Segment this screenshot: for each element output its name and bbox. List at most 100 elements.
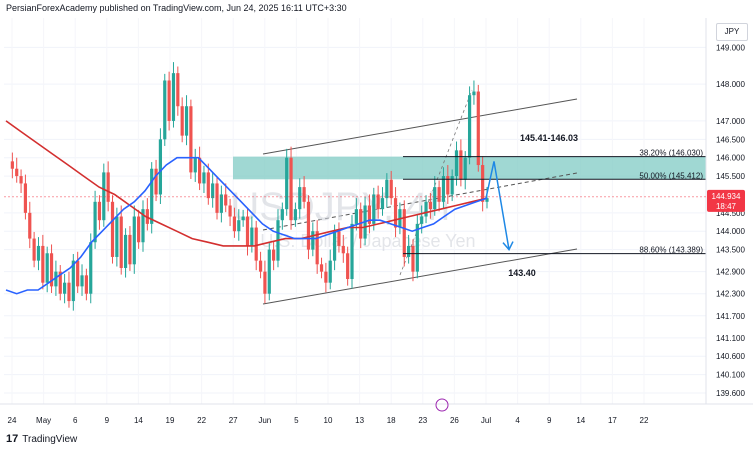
price-tick-label: 144.000 [716,227,745,236]
misc [435,398,449,412]
currency-label[interactable]: JPY [716,23,748,41]
candle-body [189,106,193,173]
candle-body [402,209,406,257]
projection-arrowhead [502,241,514,251]
current-price-badge-bg [707,189,745,212]
channel-lower [262,248,578,305]
fib-level-label: 50.00% (145.412) [639,171,703,180]
candle-body [263,271,267,294]
price-tick-label: 142.900 [716,268,745,277]
candle-body [102,172,106,221]
candle-body [110,201,115,257]
candle-body [367,205,372,224]
time-tick-label: 9 [105,416,110,425]
candle-body [454,150,459,177]
candle-body [154,168,158,195]
candle-body [10,161,14,169]
target-zone [233,156,706,180]
candle-body [28,212,32,239]
candle-body [446,176,450,195]
tradingview-brand[interactable]: 17 TradingView [6,433,77,445]
price-tick-label: 143.500 [716,246,745,255]
time-axis: 24 May 6 9 14 19 22 27 Jun 5 10 13 18 23 26 Jul 4 9 14 17 22 [0,403,753,425]
candle-body [215,183,219,213]
channel-upper [262,98,578,155]
fib-level-label: 88.60% (143.389) [639,246,703,255]
candle-body [311,231,315,250]
candle-body [424,201,428,217]
candle-body [350,223,354,280]
candle-body [319,264,324,272]
candle-body [97,201,102,221]
candle-body [150,168,154,224]
time-tick-label: 5 [294,416,299,425]
candle-body [167,80,171,121]
price-tick-label: 146.500 [716,135,745,144]
price-tick-label: 145.500 [716,172,745,181]
events-icon [435,398,449,412]
candle-body [123,234,128,268]
candle-body [280,209,284,221]
candle-body [380,198,385,210]
candle-body [354,209,358,224]
candle-body [298,187,302,210]
candle-body [324,271,328,283]
candle-body [119,216,123,268]
time-tick-label: 6 [73,416,78,425]
time-tick-label: 27 [229,416,238,425]
candle-body [36,245,41,261]
current-price-countdown: 18:47 [716,202,737,211]
annotation-zone-range: 145.41-146.03 [520,133,578,143]
current-price-value: 144.934 [712,192,741,201]
time-tick-label: 19 [166,416,175,425]
candle-body [171,73,176,121]
candle-body [328,260,332,283]
symbol-description-watermark: U.S. Dollar / Japanese Yen [260,231,475,251]
time-tick-label: Jun [258,416,271,425]
candle-body [237,220,241,232]
fibonacci-levels: 38.20% (146.030) 50.00% (145.412) 88.60% (… [403,149,706,255]
projection-arrows [485,161,514,251]
candle-body [54,271,58,287]
candle-body [184,106,189,136]
candle-body [420,216,424,224]
candle-body [415,223,419,272]
price-tick-label: 148.000 [716,80,745,89]
candle-body [407,245,411,257]
candle-body [241,216,245,221]
candle-body [84,275,88,294]
candle-body [89,242,93,294]
price-tick-label: 146.000 [716,154,745,163]
symbol-watermark: USDJPY, 4h [230,185,449,229]
candle-body [137,216,141,243]
candle-body [23,183,28,213]
candle-body [267,249,271,294]
time-tick-label: 22 [197,416,206,425]
annotations: 145.41-146.03 143.40 [508,133,578,278]
time-tick-label: 10 [324,416,333,425]
ma-fast-line [5,156,488,295]
zone-rect [233,156,706,180]
time-tick-label: 18 [387,416,396,425]
candle-body [45,253,49,283]
candle-body [476,91,480,166]
candle-body [224,194,228,206]
time-tick-label: 14 [134,416,143,425]
candle-body [302,187,306,202]
candles [10,62,489,311]
price-tick-label: 140.100 [716,371,745,380]
candle-body [198,157,202,184]
price-tick-label: 140.600 [716,352,745,361]
candle-body [306,201,311,250]
candle-body [411,245,415,272]
candle-body [15,168,19,177]
candle-body [180,106,184,136]
candle-body [193,157,197,173]
candle-body [337,231,341,246]
candle-body [58,271,62,294]
time-tick-label: 24 [8,416,17,425]
candle-body [346,253,350,280]
candle-body [202,172,206,184]
candle-body [245,216,250,246]
